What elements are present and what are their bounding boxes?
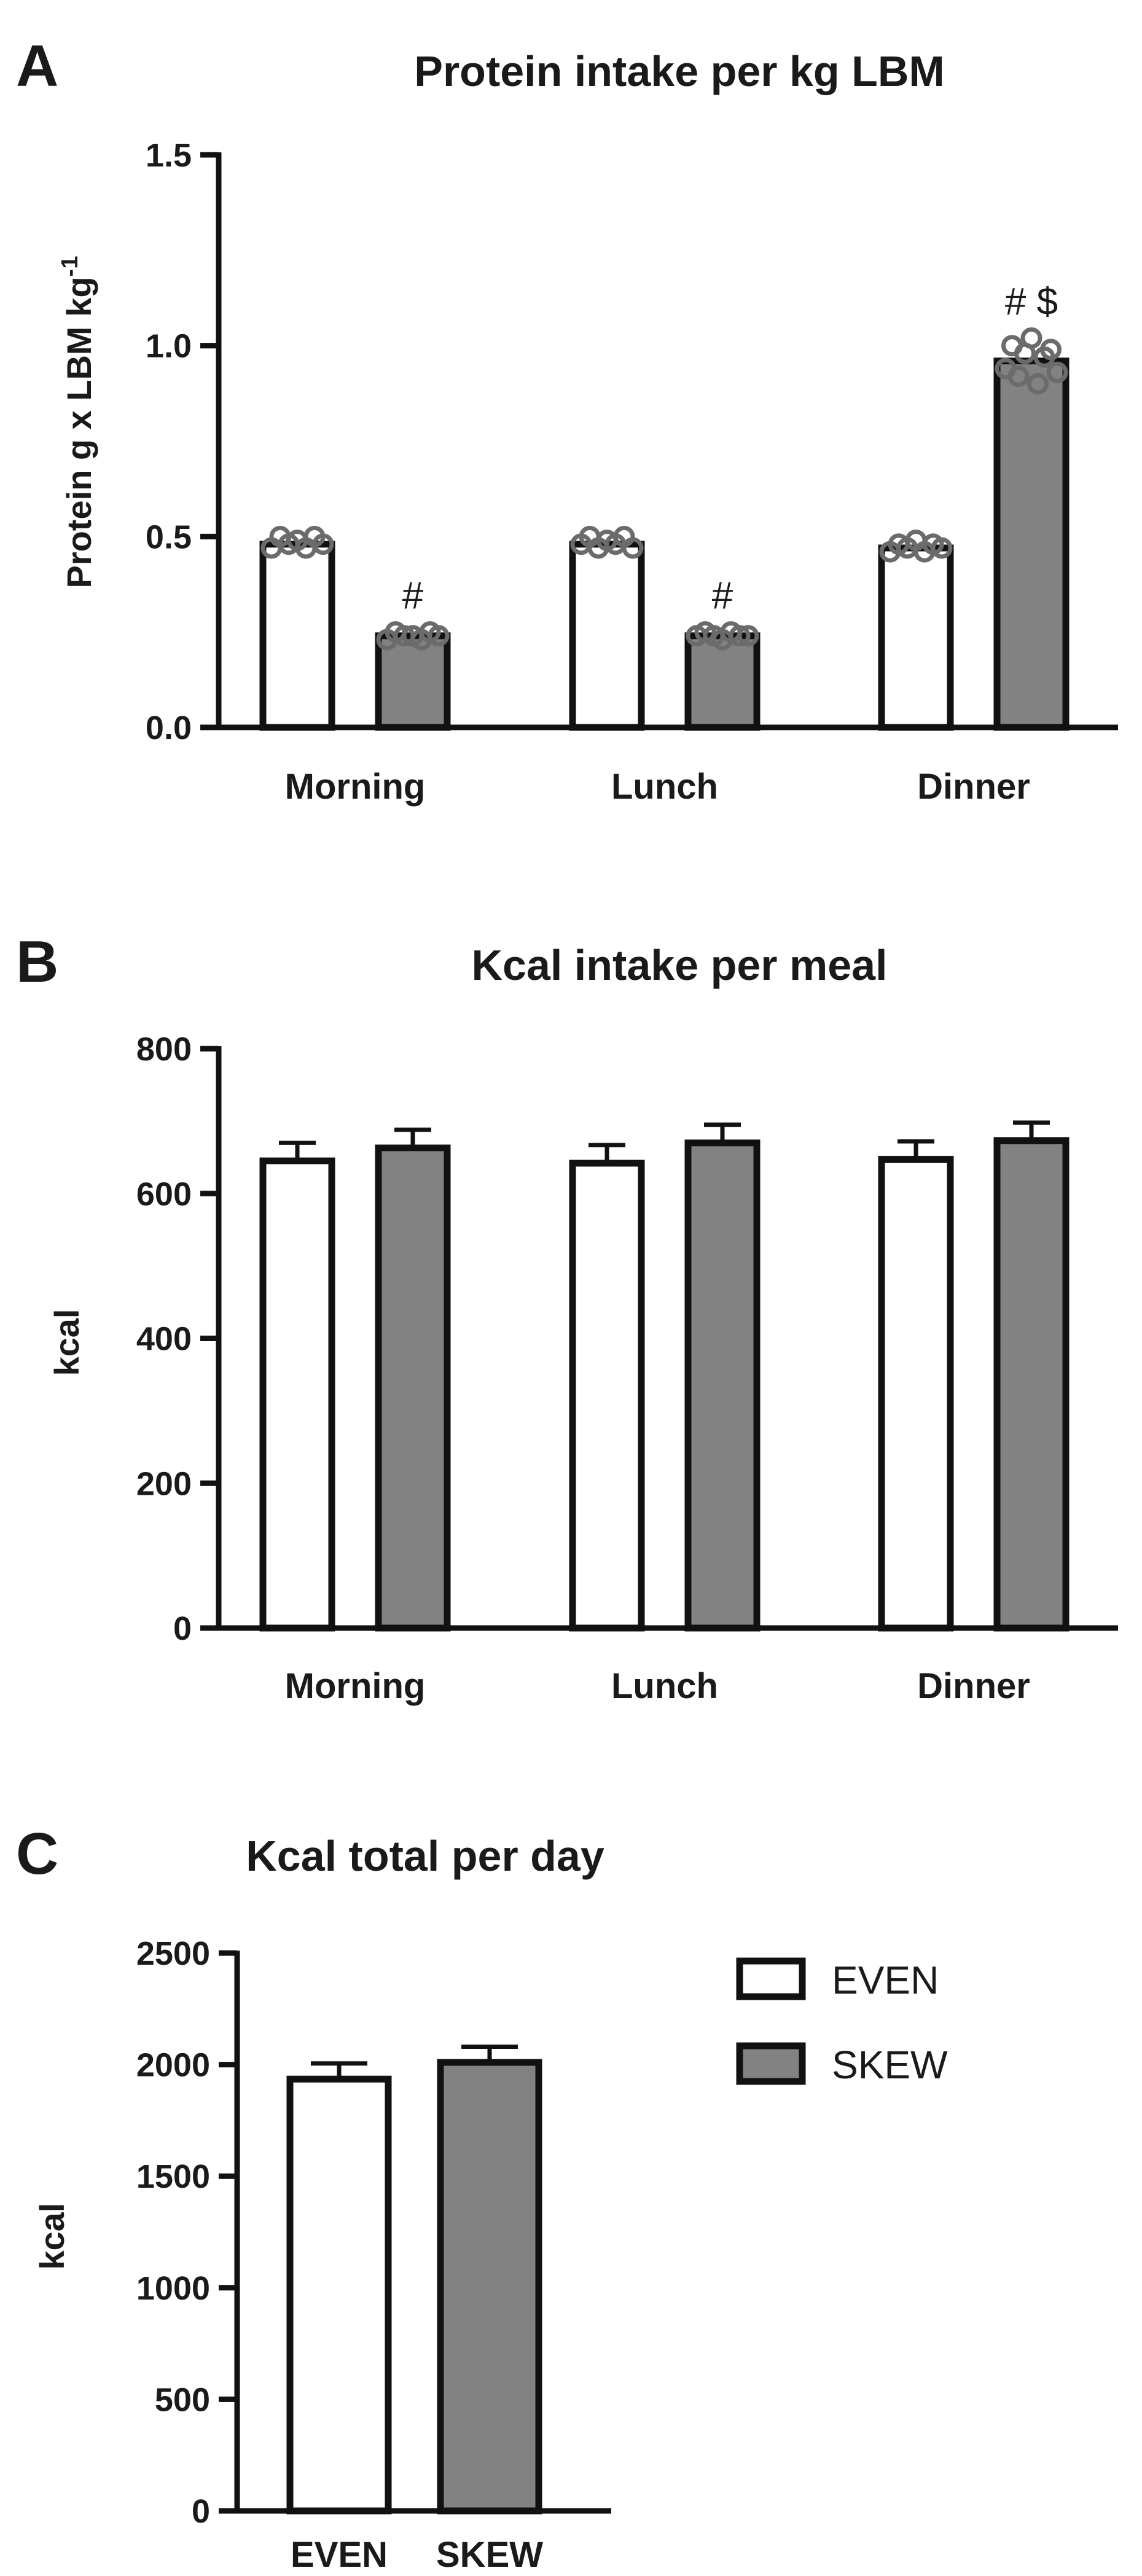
- panel-c-title: Kcal total per day: [246, 1832, 604, 1880]
- panel-a-bar-even: [259, 541, 335, 731]
- panel-a-y-axis-label: Protein g x LBM kg-1: [57, 256, 98, 589]
- panel-a-bar-even: [878, 544, 954, 731]
- panel-a-category-label: Dinner: [917, 767, 1030, 807]
- panel-a-y-tick-label: 0.5: [146, 519, 192, 555]
- panel-b-y-tick-label: 0: [173, 1610, 192, 1647]
- panel-a-annotations: # # # $: [402, 281, 1058, 617]
- panel-a-data-point: [931, 537, 953, 559]
- panel-b-title: Kcal intake per meal: [472, 941, 888, 989]
- panel-b-y-tick-label: 400: [136, 1321, 192, 1358]
- panel-b-y-tick-label: 200: [136, 1465, 192, 1502]
- panel-b-error-bars: [279, 1120, 1050, 1164]
- panel-c-y-tick-label: 0: [192, 2493, 210, 2530]
- panel-b-category-label: Morning: [285, 1666, 426, 1706]
- panel-a-data-point: [312, 533, 334, 555]
- panel-a-data-point: [1027, 373, 1049, 395]
- panel-a-data-point: [622, 537, 644, 559]
- panel-a-data-point: [1007, 365, 1030, 387]
- panel-b-bar-skew: [993, 1137, 1070, 1632]
- panel-c-category-label: EVEN: [291, 2535, 388, 2575]
- panel-a-category-label: Morning: [285, 767, 426, 807]
- panel-a-data-point: [428, 625, 450, 647]
- panel-a-category-labels: Morning Lunch Dinner: [285, 767, 1030, 807]
- panel-a-points: [260, 327, 1068, 651]
- panel-c-y-ticks: 0 500 1000 1500 2000 2500: [136, 1935, 237, 2530]
- panel-letter-b: B: [16, 929, 58, 995]
- panel-b: B Kcal intake per meal kcal 0 200 400 600 80…: [16, 929, 1118, 1706]
- legend-swatch-skew: [736, 2042, 806, 2085]
- legend: EVEN SKEW: [736, 1957, 948, 2087]
- panel-a: A Protein intake per kg LBM Protein g x …: [16, 33, 1118, 807]
- panel-b-bars: [259, 1137, 1070, 1632]
- panel-c-error-bars: [311, 2045, 518, 2080]
- panel-b-bar-even: [569, 1159, 645, 1632]
- panel-c-bars: [286, 2059, 542, 2515]
- panel-letter-a: A: [16, 33, 58, 99]
- panel-b-category-labels: Morning Lunch Dinner: [285, 1666, 1030, 1706]
- panel-c-y-tick-label: 500: [155, 2381, 210, 2418]
- panel-a-data-point: [1040, 339, 1062, 361]
- panel-c-bar-skew: [437, 2059, 542, 2515]
- panel-a-data-point: [729, 625, 751, 647]
- panel-c-bar-even: [286, 2075, 392, 2515]
- panel-c-y-tick-label: 1500: [136, 2158, 210, 2195]
- panel-a-y-tick-label: 1.0: [146, 328, 192, 365]
- panel-a-data-point: [1046, 361, 1068, 383]
- panel-b-category-label: Dinner: [917, 1666, 1030, 1706]
- panel-a-bar-skew: [993, 358, 1070, 731]
- panel-b-bar-even: [259, 1157, 335, 1632]
- panel-a-y-ticks: 0.0 0.5 1.0 1.5: [146, 137, 219, 746]
- panel-c-y-tick-label: 2500: [136, 1935, 210, 1972]
- panel-a-y-tick-label: 0.0: [146, 710, 192, 746]
- panel-a-title: Protein intake per kg LBM: [414, 47, 944, 95]
- panel-c-y-tick-label: 2000: [136, 2047, 210, 2084]
- panel-c-y-axis-label: kcal: [33, 2203, 71, 2270]
- panel-b-bar-skew: [375, 1144, 451, 1632]
- panel-a-bar-even: [569, 541, 645, 731]
- panel-b-category-label: Lunch: [611, 1666, 718, 1706]
- panel-a-data-point: [1020, 327, 1042, 349]
- panel-b-y-ticks: 0 200 400 600 800: [136, 1031, 219, 1647]
- panel-a-data-point: [737, 625, 759, 647]
- panel-a-significance-mark: # $: [1005, 281, 1058, 323]
- panel-b-y-tick-label: 800: [136, 1031, 192, 1068]
- panel-a-category-label: Lunch: [611, 767, 718, 807]
- legend-label-even: EVEN: [832, 1958, 939, 2002]
- panel-b-bar-even: [878, 1156, 954, 1632]
- legend-swatch-even: [736, 1957, 806, 2000]
- panel-a-y-tick-label: 1.5: [146, 137, 192, 174]
- panel-b-y-tick-label: 600: [136, 1176, 192, 1213]
- panel-letter-c: C: [16, 1821, 58, 1887]
- panel-b-y-axis-label: kcal: [47, 1309, 86, 1376]
- panel-a-bar-skew: [375, 632, 451, 731]
- panel-c-y-tick-label: 1000: [136, 2270, 210, 2307]
- panel-a-bars: [259, 358, 1070, 731]
- panel-b-bar-skew: [684, 1139, 761, 1632]
- panel-a-significance-mark: #: [712, 575, 733, 617]
- panel-a-significance-mark: #: [402, 575, 424, 617]
- panel-c-category-label: SKEW: [436, 2535, 543, 2575]
- panel-c: C Kcal total per day kcal 0 500 1000 1500 20…: [16, 1821, 611, 2575]
- panel-c-category-labels: EVEN SKEW: [291, 2535, 543, 2575]
- legend-label-skew: SKEW: [832, 2043, 948, 2087]
